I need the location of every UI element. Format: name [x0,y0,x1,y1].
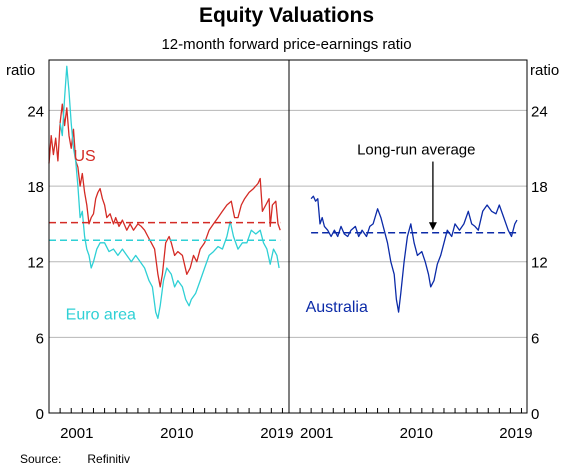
series-label-us: US [73,148,95,165]
x-tick-label: 2001 [300,425,333,442]
x-tick-label: 2019 [260,425,293,442]
series-us [48,103,281,288]
x-tick-label: 2019 [499,425,532,442]
y-tick-label-left: 24 [27,103,44,120]
y-tick-label-right: 0 [531,406,539,423]
x-tick-label: 2001 [60,425,93,442]
y-unit-label-right: ratio [530,62,559,79]
y-tick-label-right: 12 [531,255,548,272]
axis-text: 2001 2010 2019 US Euro area 2001 2010 2019 Austr… [6,62,559,442]
series-label-australia: Australia [306,299,368,316]
x-tick-label: 2010 [160,425,193,442]
source-label: Source: [20,452,62,466]
series-layer [48,65,518,320]
y-tick-label-left: 12 [27,255,44,272]
source-value: Refinitiv [87,452,131,466]
y-tick-label-right: 24 [531,103,548,120]
chart-subtitle: 12-month forward price-earnings ratio [161,36,412,53]
chart-title: Equity Valuations [198,4,375,27]
y-unit-label-left: ratio [6,62,35,79]
series-euro-area [59,65,280,320]
series-australia [310,195,518,313]
x-tick-label: 2010 [400,425,433,442]
y-tick-label-right: 18 [531,179,548,196]
y-tick-label-left: 18 [27,179,44,196]
y-tick-label-left: 0 [36,406,44,423]
annotation-arrow-head [428,222,437,231]
plot-border [48,59,528,414]
y-tick-label-left: 6 [36,330,44,347]
annotation-long-run-average: Long-run average [357,142,475,159]
y-tick-label-right: 6 [531,330,539,347]
source-note: Source: Refinitiv [20,452,130,466]
grid-lines [49,109,527,338]
series-label-euro-area: Euro area [66,307,136,324]
plot-frame [48,59,528,414]
